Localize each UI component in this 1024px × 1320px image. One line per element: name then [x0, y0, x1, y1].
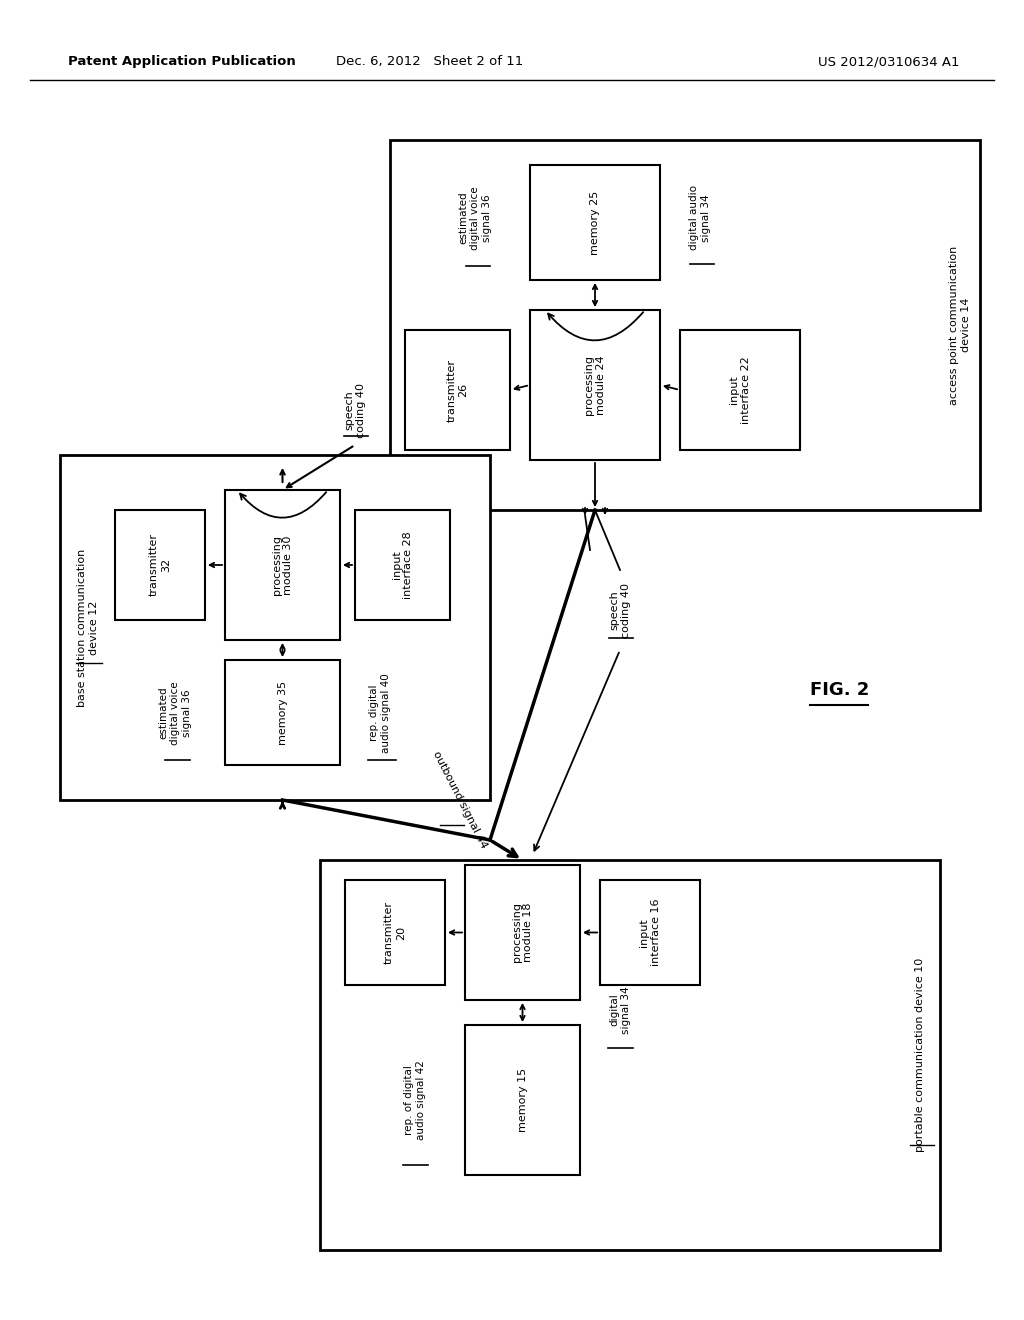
Text: digital
signal 34: digital signal 34 — [609, 986, 631, 1034]
Text: portable communication device 10: portable communication device 10 — [915, 958, 925, 1152]
Text: input
interface 16: input interface 16 — [639, 899, 660, 966]
Text: US 2012/0310634 A1: US 2012/0310634 A1 — [818, 55, 961, 69]
Bar — [345, 880, 445, 985]
Text: processing
module 30: processing module 30 — [271, 535, 293, 595]
Text: rep. of digital
audio signal 42: rep. of digital audio signal 42 — [404, 1060, 426, 1140]
Text: Patent Application Publication: Patent Application Publication — [68, 55, 296, 69]
Text: transmitter
32: transmitter 32 — [150, 533, 171, 597]
Text: rep. digital
audio signal 40: rep. digital audio signal 40 — [370, 673, 391, 752]
Text: digital audio
signal 34: digital audio signal 34 — [689, 186, 711, 251]
Text: input
interface 28: input interface 28 — [392, 531, 414, 599]
Text: processing
module 18: processing module 18 — [512, 903, 534, 962]
Text: speech
coding 40: speech coding 40 — [344, 383, 366, 437]
Bar — [390, 140, 980, 510]
Text: memory 35: memory 35 — [278, 680, 288, 744]
Text: access point communication
device 14: access point communication device 14 — [949, 246, 971, 405]
Bar — [530, 165, 660, 280]
Text: memory 25: memory 25 — [590, 190, 600, 255]
Bar — [530, 310, 660, 459]
Text: FIG. 2: FIG. 2 — [810, 681, 869, 700]
Bar — [465, 865, 580, 1001]
Bar — [115, 510, 205, 620]
Bar — [465, 1026, 580, 1175]
Bar — [600, 880, 700, 985]
Text: Dec. 6, 2012   Sheet 2 of 11: Dec. 6, 2012 Sheet 2 of 11 — [336, 55, 523, 69]
Text: outbound signal 44: outbound signal 44 — [431, 750, 488, 850]
Text: transmitter
20: transmitter 20 — [384, 902, 406, 964]
Bar — [355, 510, 450, 620]
Text: estimated
digital voice
signal 36: estimated digital voice signal 36 — [159, 681, 191, 744]
Bar — [225, 660, 340, 766]
Text: transmitter
26: transmitter 26 — [446, 359, 468, 421]
Bar — [319, 861, 940, 1250]
Text: memory 15: memory 15 — [517, 1068, 527, 1133]
Text: input
interface 22: input interface 22 — [729, 356, 751, 424]
Bar — [225, 490, 340, 640]
Text: processing
module 24: processing module 24 — [585, 355, 606, 414]
Text: speech
coding 40: speech coding 40 — [609, 582, 631, 638]
Bar — [680, 330, 800, 450]
Text: base station communication
device 12: base station communication device 12 — [77, 548, 98, 706]
Text: estimated
digital voice
signal 36: estimated digital voice signal 36 — [459, 186, 492, 249]
Bar — [406, 330, 510, 450]
Bar — [60, 455, 490, 800]
